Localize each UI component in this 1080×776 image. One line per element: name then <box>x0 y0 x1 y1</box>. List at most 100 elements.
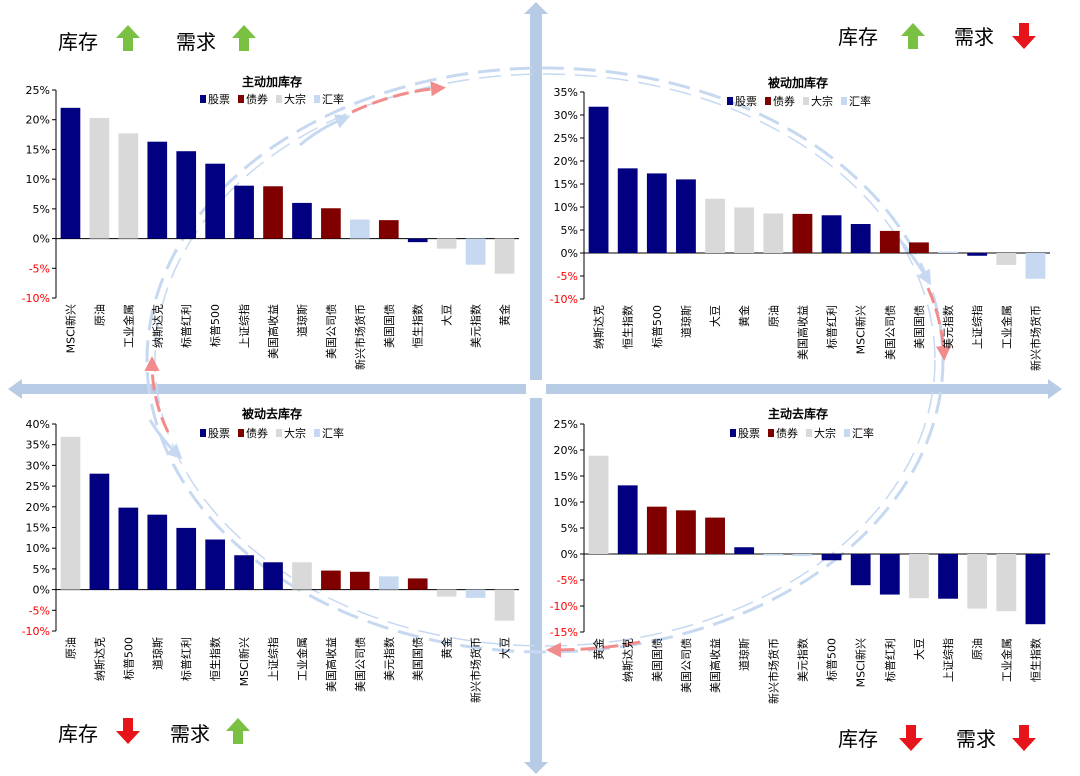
x-tick-label: 恒生指数 <box>1028 638 1042 682</box>
bar-14 <box>436 238 457 249</box>
chart-title: 被动加库存 <box>768 75 828 90</box>
x-tick-label: 美国国债 <box>912 305 926 349</box>
bar-9 <box>821 554 842 561</box>
legend-label-bond: 债券 <box>246 426 268 440</box>
x-tick-label: 上证综指 <box>266 637 280 681</box>
chart-legend: 股票 债券 大宗 汇率 <box>200 426 344 440</box>
legend-swatch-commodity <box>806 429 812 437</box>
flow-arrow-blue-left <box>148 419 183 460</box>
x-tick-label: 道琼斯 <box>679 305 693 338</box>
axes-center <box>526 380 546 398</box>
legend-swatch-stock <box>200 95 206 103</box>
bar-3 <box>118 133 139 239</box>
y-tick-label: 5% <box>33 203 50 216</box>
x-tick-label: 标普500 <box>208 304 222 347</box>
inventory-label: 库存 <box>838 727 878 751</box>
bar-3 <box>646 506 667 554</box>
cycle-flow-arrows <box>144 81 951 658</box>
x-tick-label: 美国高收益 <box>795 305 809 360</box>
x-tick-label: 纳斯达克 <box>151 304 164 348</box>
bar-5 <box>176 151 197 239</box>
inventory-down-arrow-icon <box>116 718 140 744</box>
x-tick-label: 工业金属 <box>999 638 1013 682</box>
bar-14 <box>436 589 457 597</box>
bar-16 <box>1025 554 1046 625</box>
corner-label-bottom-right: 库存 需求 <box>838 725 1036 751</box>
bar-12 <box>909 242 929 253</box>
bar-16 <box>494 238 515 274</box>
inventory-down-arrow-icon <box>899 725 923 751</box>
flow-arrow-red-right <box>926 287 951 361</box>
legend-label-commodity: 大宗 <box>284 92 306 106</box>
legend-label-fx: 汇率 <box>852 426 874 440</box>
y-tick-label: 20% <box>554 444 578 457</box>
y-tick-label: -5% <box>29 262 50 275</box>
x-tick-label: 大豆 <box>912 638 926 660</box>
demand-down-arrow-icon <box>1012 23 1036 49</box>
bar-2 <box>89 117 110 239</box>
bar-6 <box>734 547 755 554</box>
x-tick-label: 工业金属 <box>999 305 1013 349</box>
y-tick-label: -10% <box>22 292 50 305</box>
y-tick-label: 5% <box>33 563 50 576</box>
legend-label-stock: 股票 <box>208 427 230 440</box>
x-tick-label: MSCI新兴 <box>854 638 868 687</box>
bar-15 <box>465 238 486 265</box>
bar-3 <box>646 173 667 253</box>
cycle-ellipse-inner <box>154 73 936 647</box>
demand-up-arrow-icon <box>232 25 256 51</box>
bar-11 <box>879 230 900 253</box>
x-tick-label: 标普500 <box>121 637 135 680</box>
legend-swatch-fx <box>841 97 847 105</box>
flow-arrow-red-bottom <box>546 640 641 658</box>
x-tick-label: 大豆 <box>440 304 454 326</box>
bar-4 <box>147 514 168 590</box>
bar-8 <box>792 554 813 557</box>
y-tick-label: 10% <box>26 542 50 555</box>
flow-arrow-red-left <box>144 356 170 433</box>
bar-7 <box>234 185 254 239</box>
x-tick-label: MSCI新兴 <box>854 305 868 354</box>
legend-label-fx: 汇率 <box>849 94 871 108</box>
x-tick-label: 新兴市场货币 <box>353 304 367 370</box>
bar-6 <box>205 539 225 590</box>
x-tick-label: 道琼斯 <box>150 637 164 670</box>
x-tick-label: 恒生指数 <box>621 305 635 349</box>
legend-label-bond: 债券 <box>773 94 795 108</box>
x-tick-label: 标普500 <box>825 638 839 681</box>
demand-label: 需求 <box>176 30 216 54</box>
y-tick-label: 30% <box>26 459 50 472</box>
bar-13 <box>938 554 958 599</box>
demand-label: 需求 <box>956 727 996 751</box>
chart-legend: 股票 债券 大宗 汇率 <box>200 92 344 106</box>
legend-label-commodity: 大宗 <box>814 426 836 440</box>
y-tick-label: 0% <box>561 548 578 561</box>
x-tick-label: 美国国债 <box>382 304 396 348</box>
y-tick-label: -10% <box>550 293 578 306</box>
x-tick-label: MSCI新兴 <box>63 304 77 353</box>
x-tick-label: 上证综指 <box>941 638 955 682</box>
bar-1 <box>60 107 81 239</box>
x-tick-label: 美国高收益 <box>266 304 280 359</box>
x-tick-label: 纳斯达克 <box>593 305 606 349</box>
y-tick-label: 25% <box>554 418 578 431</box>
x-tick-label: 新兴市场货币 <box>1028 305 1042 371</box>
x-tick-label: 原油 <box>970 638 984 660</box>
x-tick-label: 美国国债 <box>411 637 425 681</box>
y-tick-label: 25% <box>26 84 50 97</box>
bar-4 <box>676 510 696 554</box>
x-tick-label: 黄金 <box>498 304 512 326</box>
x-tick-label: 美国高收益 <box>708 638 722 693</box>
bar-4 <box>676 179 696 253</box>
inventory-up-arrow-icon <box>116 25 140 51</box>
legend-label-bond: 债券 <box>776 426 798 440</box>
y-tick-label: 0% <box>33 584 50 597</box>
demand-label: 需求 <box>170 722 210 746</box>
x-tick-label: 恒生指数 <box>208 637 222 681</box>
corner-label-top-left: 库存 需求 <box>58 25 256 54</box>
y-tick-label: 15% <box>26 143 50 156</box>
flow-arrow-red-top <box>351 81 446 114</box>
x-tick-label: 恒生指数 <box>411 304 425 348</box>
